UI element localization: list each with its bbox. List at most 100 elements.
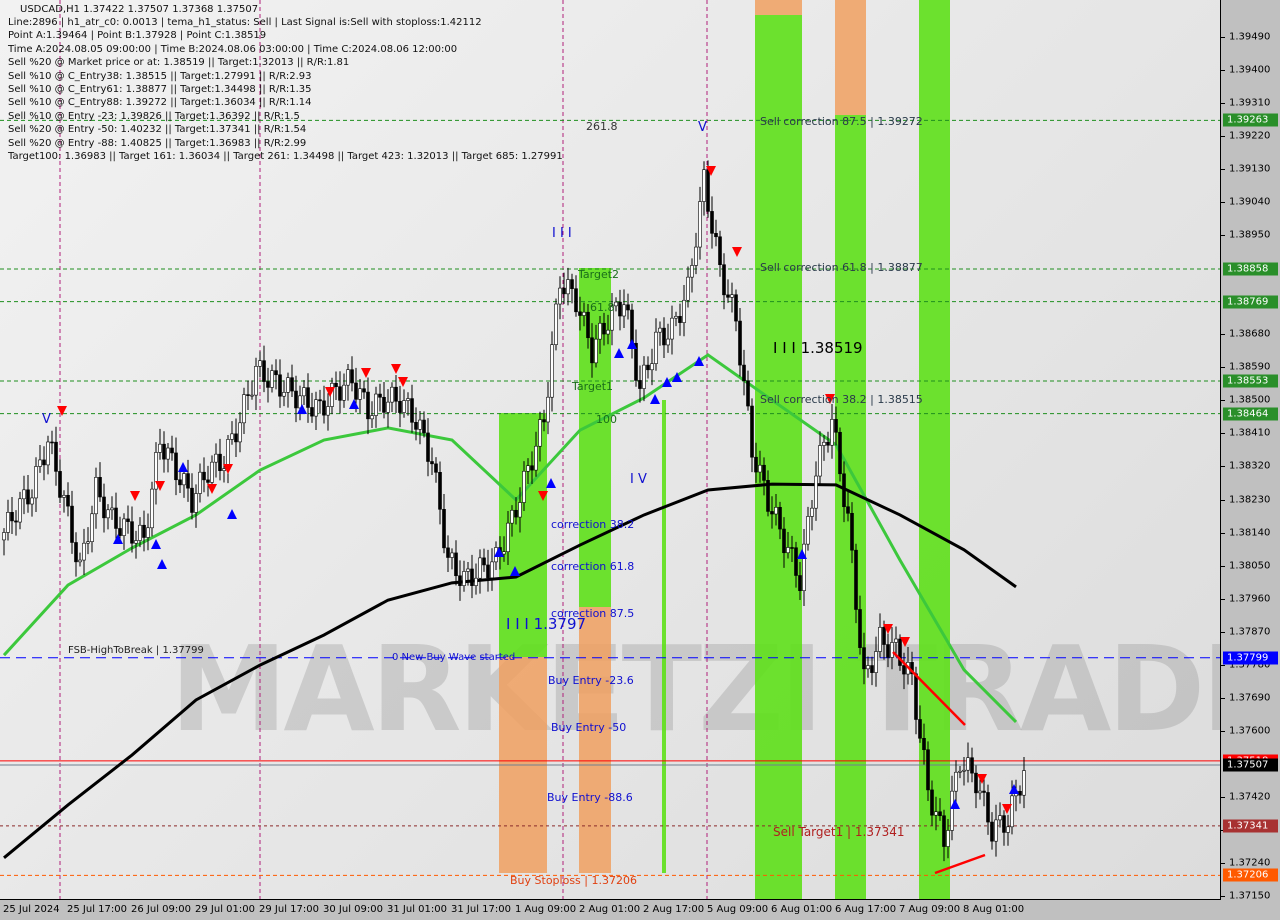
correction-875-label: correction 87.5: [551, 607, 635, 620]
candle-body: [42, 459, 46, 466]
wave-iv-label: I V: [630, 472, 647, 487]
candle-body: [610, 305, 614, 331]
candle-body: [606, 329, 610, 335]
candle-body: [262, 360, 266, 382]
price-tick-label: 1.37870: [1229, 626, 1271, 638]
candle-body: [138, 524, 142, 541]
candle-body: [722, 264, 726, 296]
candle-body: [562, 287, 566, 295]
candle-body: [730, 294, 734, 298]
price-tick-label: 1.37420: [1229, 791, 1271, 803]
candle-body: [214, 453, 218, 463]
sell-arrow-icon: [732, 247, 742, 257]
candle-body: [2, 532, 6, 541]
time-tick-label: 8 Aug 01:00: [963, 904, 1025, 915]
price-level-badge: 1.37507: [1223, 758, 1278, 772]
candle-body: [954, 771, 958, 792]
info-line: Sell %20 @ Entry -50: 1.40232 || Target:…: [8, 124, 307, 136]
candle-body: [758, 464, 762, 473]
price-level-badge: 1.38553: [1223, 374, 1278, 388]
fib-100-label: 100: [596, 413, 617, 426]
candle-body: [454, 552, 458, 577]
candle-body: [798, 575, 802, 591]
candle-body: [678, 316, 682, 323]
candle-body: [290, 377, 294, 392]
candle-body: [438, 472, 442, 510]
time-tick-label: 25 Jul 2024: [3, 904, 60, 915]
candle-body: [614, 301, 618, 307]
candle-body: [414, 422, 418, 430]
candle-body: [774, 507, 778, 515]
candle-body: [958, 770, 962, 773]
price-tick-label: 1.37150: [1229, 890, 1271, 902]
buy-arrow-icon: [650, 394, 660, 404]
candle-body: [274, 370, 278, 376]
price-axis[interactable]: 1.39490 1.39400 1.39310 1.39220 1.39130 1.390…: [1221, 0, 1280, 902]
price-tick: [1221, 730, 1225, 732]
candle-body: [718, 236, 722, 265]
buy-zone-green: [755, 15, 802, 899]
candle-body: [234, 433, 238, 443]
chart-area[interactable]: MARKETZI TRADE USDCAD,H1 1.37422 1.37507…: [0, 0, 1221, 900]
candle-body: [646, 364, 650, 371]
candle-body: [714, 233, 718, 238]
candle-body: [898, 638, 902, 666]
candle-body: [430, 461, 434, 465]
candle-body: [210, 461, 214, 483]
chart-svg: [0, 0, 1220, 899]
price-tick-label: 1.39040: [1229, 196, 1271, 208]
candle-body: [418, 419, 422, 430]
correction-618-label: correction 61.8: [551, 560, 635, 573]
candle-body: [790, 547, 794, 549]
price-tick: [1221, 466, 1225, 468]
time-tick-label: 25 Jul 17:00: [67, 904, 127, 915]
candle-body: [542, 419, 546, 423]
candle-body: [34, 466, 38, 499]
candle-body: [70, 505, 74, 543]
candle-body: [578, 311, 582, 316]
candle-body: [178, 479, 182, 486]
sell-correction-875-label: Sell correction 87.5 | 1.39272: [760, 115, 923, 128]
candle-body: [566, 279, 570, 295]
buy-arrow-icon: [349, 399, 359, 409]
candle-body: [582, 311, 586, 316]
buy-arrow-icon: [627, 339, 637, 349]
candle-body: [66, 494, 70, 507]
candle-body: [778, 507, 782, 530]
price-tick-label: 1.37690: [1229, 692, 1271, 704]
info-line: Line:2896 | h1_atr_c0: 0.0013 | tema_h1_…: [8, 17, 482, 28]
symbol-ohlc: USDCAD,H1 1.37422 1.37507 1.37368 1.3750…: [20, 4, 259, 15]
candle-body: [734, 294, 738, 322]
candle-body: [242, 394, 246, 424]
candle-body: [850, 512, 854, 551]
candle-body: [762, 464, 766, 481]
candle-body: [270, 370, 274, 388]
buy-arrow-icon: [157, 559, 167, 569]
candle-body: [294, 390, 298, 409]
sell-arrow-icon: [706, 166, 716, 176]
sell-trend-line: [892, 651, 966, 726]
candle-body: [538, 419, 542, 447]
candle-body: [510, 509, 514, 524]
candle-body: [946, 830, 950, 847]
price-level-badge: 1.37799: [1223, 651, 1278, 665]
price-tick-label: 1.37240: [1229, 857, 1271, 869]
buy-entry-886-label: Buy Entry -88.6: [547, 791, 633, 804]
candle-body: [462, 571, 466, 586]
price-tick: [1221, 796, 1225, 798]
candle-body: [218, 453, 222, 471]
price-tick: [1221, 862, 1225, 864]
candle-body: [650, 363, 654, 371]
price-tick-label: 1.38140: [1229, 527, 1271, 539]
candle-body: [434, 463, 438, 473]
candle-body: [282, 392, 286, 397]
candle-body: [770, 511, 774, 515]
target1-label: Target1: [572, 380, 614, 393]
candle-body: [102, 496, 106, 519]
buy-arrow-icon: [797, 549, 807, 559]
sell-arrow-icon: [398, 377, 408, 387]
buy-arrow-icon: [546, 478, 556, 488]
price-tick-label: 1.38680: [1229, 328, 1271, 340]
price-tick-label: 1.38500: [1229, 394, 1271, 406]
price-tick: [1221, 532, 1225, 534]
